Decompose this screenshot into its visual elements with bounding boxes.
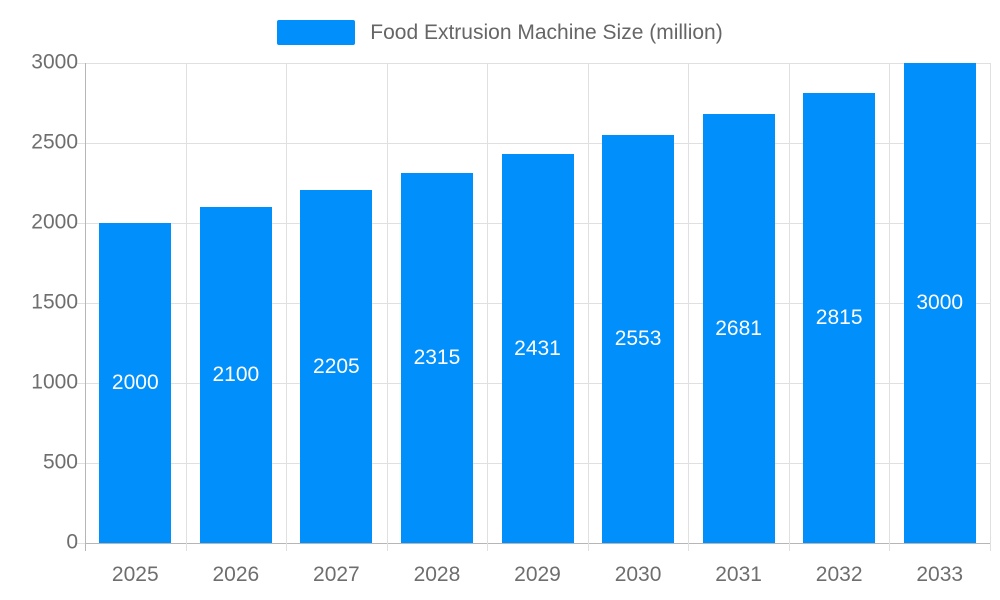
x-axis-label-2032: 2032 (815, 563, 863, 586)
h-gridline (85, 143, 990, 144)
v-gridline (688, 63, 690, 543)
bar-value-label: 2100 (212, 363, 260, 386)
y-axis-tick (77, 383, 85, 384)
x-axis-label-2026: 2026 (212, 563, 260, 586)
y-axis-label: 500 (42, 450, 78, 474)
v-gridline (286, 63, 288, 543)
y-axis-line (85, 63, 86, 551)
x-axis-label-2027: 2027 (313, 563, 360, 586)
bar-value-label: 2000 (111, 371, 159, 394)
x-axis-label-2030: 2030 (614, 563, 662, 586)
y-axis-tick (77, 63, 85, 64)
v-gridline (487, 63, 489, 543)
x-axis-tick (990, 543, 991, 551)
bar-value-label: 3000 (916, 291, 964, 314)
h-gridline (85, 543, 990, 544)
y-axis-label: 3000 (31, 50, 78, 74)
bar-value-label: 2205 (313, 354, 360, 378)
y-axis-tick (77, 223, 85, 224)
x-axis-label-2028: 2028 (413, 563, 461, 586)
x-axis-tick (185, 543, 187, 551)
x-axis-label-2033: 2033 (916, 563, 964, 586)
y-axis-tick (77, 143, 85, 144)
legend-label: Food Extrusion Machine Size (million) (370, 20, 723, 44)
bar-value-label: 2431 (514, 336, 561, 360)
y-axis-label: 1000 (31, 370, 78, 394)
v-gridline (788, 63, 790, 543)
v-gridline (990, 63, 991, 543)
v-gridline (185, 63, 187, 543)
y-axis-label: 1500 (31, 290, 78, 314)
bar-value-label: 2315 (413, 345, 461, 369)
legend-marker (277, 20, 356, 45)
x-axis-label-2025: 2025 (111, 563, 159, 586)
bar-2027[interactable]: 2205 (300, 190, 373, 543)
bar-value-label: 2815 (815, 305, 863, 329)
bar-2026[interactable]: 2100 (199, 207, 272, 543)
x-axis-tick (286, 543, 288, 551)
bar-2030[interactable]: 2553 (602, 134, 675, 543)
bar-2032[interactable]: 2815 (803, 92, 876, 543)
x-axis-label-2031: 2031 (715, 563, 762, 586)
y-axis-tick (77, 303, 85, 304)
x-axis-tick (386, 543, 388, 551)
bar-2031[interactable]: 2681 (702, 114, 775, 543)
v-gridline (889, 63, 891, 543)
bar-2033[interactable]: 3000 (903, 63, 976, 543)
bar-2029[interactable]: 2431 (501, 154, 574, 543)
x-axis-tick (788, 543, 790, 551)
x-axis-label-2029: 2029 (514, 563, 561, 586)
bar-value-label: 2553 (614, 326, 662, 350)
v-gridline (587, 63, 589, 543)
y-axis-tick (77, 543, 85, 544)
x-axis-tick (889, 543, 891, 551)
y-axis-label: 2000 (31, 210, 78, 234)
bar-value-label: 2681 (715, 316, 762, 340)
x-axis-tick (487, 543, 489, 551)
y-axis-label: 0 (66, 530, 78, 554)
bar-2025[interactable]: 2000 (99, 223, 172, 543)
x-axis-tick (587, 543, 589, 551)
y-axis-tick (77, 463, 85, 464)
x-axis-tick (688, 543, 690, 551)
chart-legend[interactable]: Food Extrusion Machine Size (million) (0, 20, 1000, 45)
v-gridline (386, 63, 388, 543)
y-axis-label: 2500 (31, 130, 78, 154)
bar-2028[interactable]: 2315 (400, 172, 473, 543)
h-gridline (85, 63, 990, 64)
